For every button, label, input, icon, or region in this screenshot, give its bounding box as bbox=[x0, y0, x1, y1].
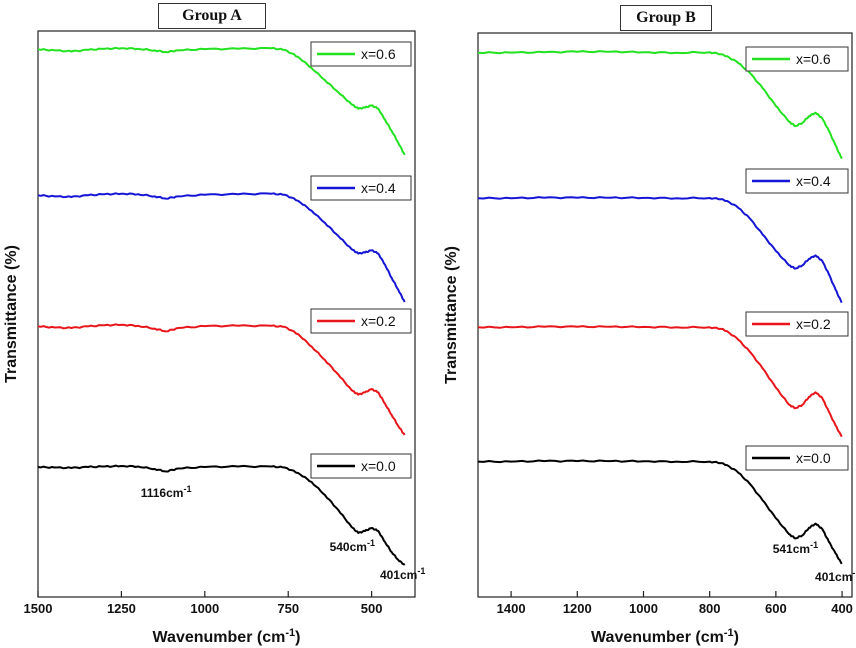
legend-entry: x=0.4 bbox=[745, 168, 849, 194]
legend-label: x=0.0 bbox=[796, 450, 831, 466]
x-tick-label: 1250 bbox=[107, 601, 136, 616]
y-axis-label: Transmittance (%) bbox=[443, 246, 460, 384]
legend-entry: x=0.2 bbox=[310, 308, 412, 334]
panel-a: 1500 1250 1000 750 500 Wavenumber (cm-1) Trans… bbox=[3, 30, 425, 646]
legend-box bbox=[310, 41, 412, 67]
legend-label: x=0.6 bbox=[361, 46, 396, 62]
series-line-x00 bbox=[477, 459, 843, 565]
x-tick-label: 1000 bbox=[190, 601, 219, 616]
series-line-x04 bbox=[477, 196, 843, 304]
x-tick-label: 400 bbox=[831, 601, 853, 616]
x-tick-label: 1500 bbox=[24, 601, 53, 616]
plot-frame bbox=[477, 32, 853, 598]
panel-a-title: Group A bbox=[158, 3, 266, 29]
x-tick-label: 1400 bbox=[497, 601, 526, 616]
series-line-x06 bbox=[477, 50, 843, 159]
peak-annotation: 401cm-1 bbox=[380, 566, 425, 582]
series-line-x02 bbox=[37, 323, 406, 436]
y-axis-label: Transmittance (%) bbox=[3, 245, 20, 383]
legend-label: x=0.4 bbox=[796, 173, 831, 189]
x-tick-label: 1000 bbox=[629, 601, 658, 616]
legend-label: x=0.0 bbox=[361, 458, 396, 474]
x-tick-label: 750 bbox=[277, 601, 299, 616]
peak-annotation: 540cm-1 bbox=[330, 538, 375, 554]
series-line-x02 bbox=[477, 325, 843, 438]
x-tick-label: 600 bbox=[765, 601, 787, 616]
legend-entry: x=0.6 bbox=[745, 46, 849, 72]
panel-b-title: Group B bbox=[620, 5, 712, 31]
x-tick-label: 800 bbox=[699, 601, 721, 616]
legend-entry: x=0.4 bbox=[310, 175, 412, 201]
legend-label: x=0.6 bbox=[796, 51, 831, 67]
series-line-x06 bbox=[37, 46, 406, 156]
series-line-x00 bbox=[37, 464, 406, 566]
x-axis-label: Wavenumber (cm-1) bbox=[153, 627, 301, 646]
legend-label: x=0.2 bbox=[796, 316, 831, 332]
panel-b: 1400 1200 1000 800 600 400 Wavenumber (cm-1) Tr… bbox=[443, 32, 856, 646]
legend-entry: x=0.0 bbox=[310, 453, 412, 479]
peak-annotation: 401cm-1 bbox=[815, 568, 856, 584]
legend-box bbox=[745, 445, 849, 471]
legend-entry: x=0.0 bbox=[745, 445, 849, 471]
x-axis-label: Wavenumber (cm-1) bbox=[591, 627, 739, 646]
peak-annotation: 541cm-1 bbox=[773, 540, 818, 556]
series-line-x04 bbox=[37, 192, 406, 303]
legend-label: x=0.4 bbox=[361, 180, 396, 196]
x-tick-label: 1200 bbox=[563, 601, 592, 616]
legend-entry: x=0.2 bbox=[745, 311, 849, 337]
plot-frame bbox=[37, 30, 416, 598]
legend-entry: x=0.6 bbox=[310, 41, 412, 67]
peak-annotation: 1116cm-1 bbox=[141, 484, 192, 500]
legend-box bbox=[745, 168, 849, 194]
x-tick-label: 500 bbox=[361, 601, 383, 616]
legend-label: x=0.2 bbox=[361, 313, 396, 329]
